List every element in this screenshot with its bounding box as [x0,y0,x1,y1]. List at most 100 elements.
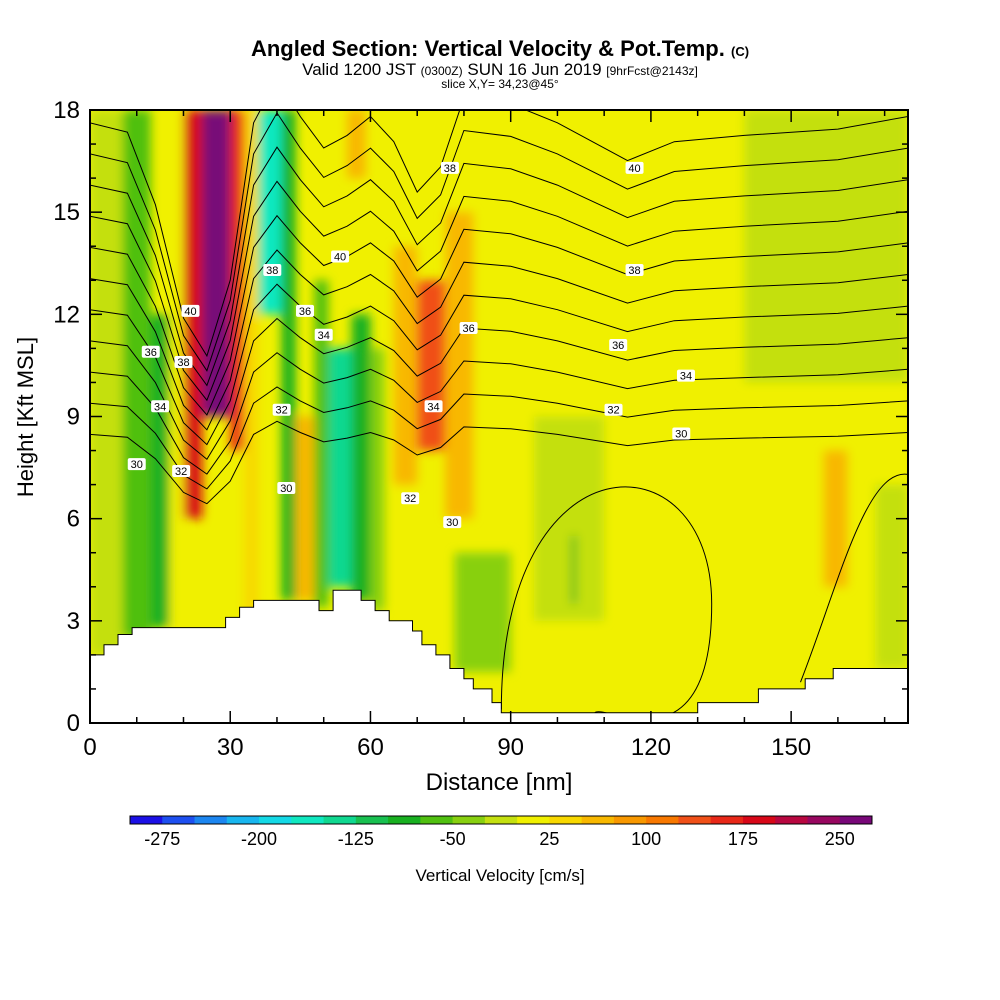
terrain-mask [90,589,908,723]
colorbar-swatch [484,816,518,824]
chart-subtitle: Valid 1200 JST (0300Z) SUN 16 Jun 2019 [… [0,60,1000,80]
colorbar-swatch [452,816,486,824]
contour-label-14: 34 [424,400,443,413]
contour-label-20: 34 [676,369,695,383]
contour-label-text: 36 [299,306,311,318]
contour-label-21: 32 [604,403,623,417]
contour-label-17: 40 [625,161,644,175]
subtitle-forecast: [9hrFcst@2143z] [606,64,698,78]
isentrope-right [800,473,908,683]
contour-label-text: 40 [184,306,196,318]
slice-info: slice X,Y= 34,23@45° [441,77,559,91]
colorbar: -275 -200 -125 -50 25 100 175 250 [129,815,873,849]
y-tick-label: 3 [67,608,80,635]
contour-label-10: 32 [272,403,291,417]
velocity-cell-19 [454,552,511,672]
contour-label-text: 34 [427,401,439,413]
terrain [90,589,908,723]
x-tick-label: 0 [83,734,96,761]
colorbar-swatch [388,816,421,824]
isentrope-37 [90,180,908,402]
x-tick-label: 90 [497,734,524,761]
colorbar-tick-label: -200 [241,829,277,849]
contour-label-16: 30 [443,516,462,529]
contour-label-text: 38 [177,357,189,369]
contour-label-0: 40 [181,304,200,318]
colorbar-swatch [355,816,389,824]
x-axis-label: Distance [nm] [426,769,573,796]
velocity-cell-15 [347,110,366,179]
contour-label-text: 38 [628,265,640,277]
subtitle-valid: Valid 1200 JST [302,60,416,79]
colorbar-tick-label: 25 [539,829,559,849]
contour-label-text: 32 [607,405,619,417]
contour-label-text: 32 [175,466,187,478]
colorbar-swatch [839,816,873,824]
colorbar-swatch [194,816,228,824]
isentrope-38 [90,146,908,387]
contour-label-text: 38 [444,163,456,175]
title-main: Angled Section: Vertical Velocity & Pot.… [250,36,725,61]
colorbar-tick-label: 100 [631,829,661,849]
colorbar-swatch [807,816,841,824]
colorbar-frame [129,815,873,825]
colorbar-swatch [259,816,292,824]
contour-label-12: 38 [440,161,459,175]
velocity-cell-2 [150,314,170,628]
colorbar-swatch [162,816,196,824]
isentrope-35 [90,249,908,431]
contour-label-5: 30 [127,458,146,471]
contour-label-4: 32 [172,464,191,478]
temperature-contours [90,110,908,720]
y-tick-label: 15 [53,199,80,226]
colorbar-swatch [710,816,744,824]
contour-label-2: 36 [141,345,160,359]
contour-label-text: 32 [404,493,416,505]
colorbar-swatch [226,816,260,824]
x-tick-label: 30 [217,734,244,761]
colorbar-label: Vertical Velocity [cm/s] [415,866,584,885]
y-axis-label: Height [Kft MSL] [13,337,38,497]
contour-label-text: 30 [675,429,687,441]
contour-label-6: 38 [263,264,282,277]
velocity-cell-13 [351,314,371,601]
y-tick-label: 12 [53,301,80,328]
y-tick-label: 18 [53,97,80,124]
x-axis: 0 30 60 90 120 150 [83,110,886,761]
subtitle-zulu: (0300Z) [420,64,463,78]
contour-label-7: 40 [331,250,350,263]
colorbar-swatch [291,816,325,824]
contour-label-text: 30 [131,459,143,471]
title-suffix: (C) [731,44,750,59]
contour-label-text: 32 [276,405,288,417]
y-tick-label: 6 [67,506,80,533]
contour-label-text: 36 [145,347,157,359]
colorbar-swatch [130,816,163,824]
isentrope-34 [90,283,908,446]
contour-label-text: 40 [628,163,640,175]
colorbar-tick-label: -50 [440,829,466,849]
contour-label-1: 38 [174,356,193,369]
velocity-cell-18 [445,212,474,519]
y-tick-label: 9 [67,404,80,431]
colorbar-swatch [420,816,454,824]
isentrope-39 [90,111,908,372]
velocity-cell-7 [244,110,259,621]
contour-label-text: 36 [462,323,474,335]
subtitle-date: SUN 16 Jun 2019 [467,60,602,79]
colorbar-tick-label: -275 [144,829,180,849]
velocity-cell-9 [281,110,296,601]
colorbar-swatch [646,816,679,824]
contour-label-text: 40 [334,251,346,263]
colorbar-tick-label: 175 [728,829,758,849]
contour-label-13: 36 [459,321,478,335]
colorbar-swatch [742,816,776,824]
velocity-cell-10 [295,416,315,601]
contour-label-text: 34 [680,371,692,383]
contour-label-text: 30 [446,517,458,529]
contour-label-18: 38 [625,264,644,277]
x-tick-label: 60 [357,734,384,761]
colorbar-swatch [581,816,615,824]
contour-labels: 40 38 36 34 32 30 38 40 36 34 32 30 38 36 34 32 30 40 38 36… [127,161,695,529]
